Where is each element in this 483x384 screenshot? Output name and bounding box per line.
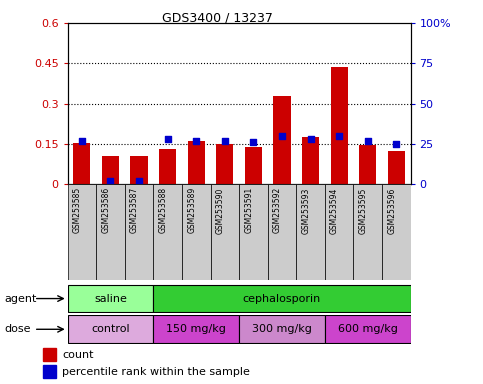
Bar: [68, 184, 96, 280]
Bar: [330, 68, 348, 184]
Bar: [73, 143, 90, 184]
Bar: [211, 184, 239, 280]
Text: GSM253586: GSM253586: [101, 187, 111, 233]
Bar: [159, 149, 176, 184]
Bar: [154, 285, 411, 313]
Bar: [359, 144, 376, 184]
Text: 600 mg/kg: 600 mg/kg: [338, 324, 398, 334]
Text: GSM253589: GSM253589: [187, 187, 196, 233]
Point: [392, 141, 400, 147]
Bar: [382, 184, 411, 280]
Bar: [273, 96, 291, 184]
Point: [192, 138, 200, 144]
Bar: [154, 316, 239, 343]
Point: [164, 136, 171, 142]
Bar: [68, 316, 154, 343]
Point: [364, 138, 371, 144]
Bar: [182, 184, 211, 280]
Text: 300 mg/kg: 300 mg/kg: [252, 324, 312, 334]
Text: GSM253587: GSM253587: [130, 187, 139, 233]
Bar: [125, 184, 154, 280]
Text: count: count: [62, 349, 94, 359]
Bar: [302, 137, 319, 184]
Text: percentile rank within the sample: percentile rank within the sample: [62, 367, 250, 377]
Bar: [43, 365, 56, 379]
Bar: [102, 156, 119, 184]
Bar: [268, 184, 296, 280]
Text: GSM253594: GSM253594: [330, 187, 339, 233]
Bar: [130, 156, 148, 184]
Point: [221, 138, 228, 144]
Bar: [43, 348, 56, 361]
Text: GSM253591: GSM253591: [244, 187, 254, 233]
Point: [335, 133, 343, 139]
Bar: [245, 147, 262, 184]
Text: dose: dose: [5, 324, 31, 334]
Text: saline: saline: [94, 293, 127, 304]
Bar: [216, 144, 233, 184]
Bar: [68, 285, 154, 313]
Bar: [388, 151, 405, 184]
Text: GDS3400 / 13237: GDS3400 / 13237: [162, 12, 273, 25]
Point: [307, 136, 314, 142]
Text: GSM253593: GSM253593: [301, 187, 311, 233]
Bar: [296, 184, 325, 280]
Text: 150 mg/kg: 150 mg/kg: [166, 324, 226, 334]
Bar: [154, 184, 182, 280]
Point: [135, 178, 143, 184]
Bar: [188, 141, 205, 184]
Text: cephalosporin: cephalosporin: [243, 293, 321, 304]
Text: GSM253590: GSM253590: [216, 187, 225, 233]
Bar: [239, 184, 268, 280]
Text: control: control: [91, 324, 130, 334]
Bar: [96, 184, 125, 280]
Bar: [325, 184, 354, 280]
Text: GSM253596: GSM253596: [387, 187, 396, 233]
Bar: [239, 316, 325, 343]
Point: [107, 178, 114, 184]
Text: GSM253588: GSM253588: [158, 187, 168, 233]
Point: [78, 138, 86, 144]
Text: agent: agent: [5, 293, 37, 304]
Text: GSM253595: GSM253595: [359, 187, 368, 233]
Bar: [325, 316, 411, 343]
Bar: [354, 184, 382, 280]
Text: GSM253585: GSM253585: [73, 187, 82, 233]
Point: [278, 133, 286, 139]
Text: GSM253592: GSM253592: [273, 187, 282, 233]
Point: [250, 139, 257, 146]
